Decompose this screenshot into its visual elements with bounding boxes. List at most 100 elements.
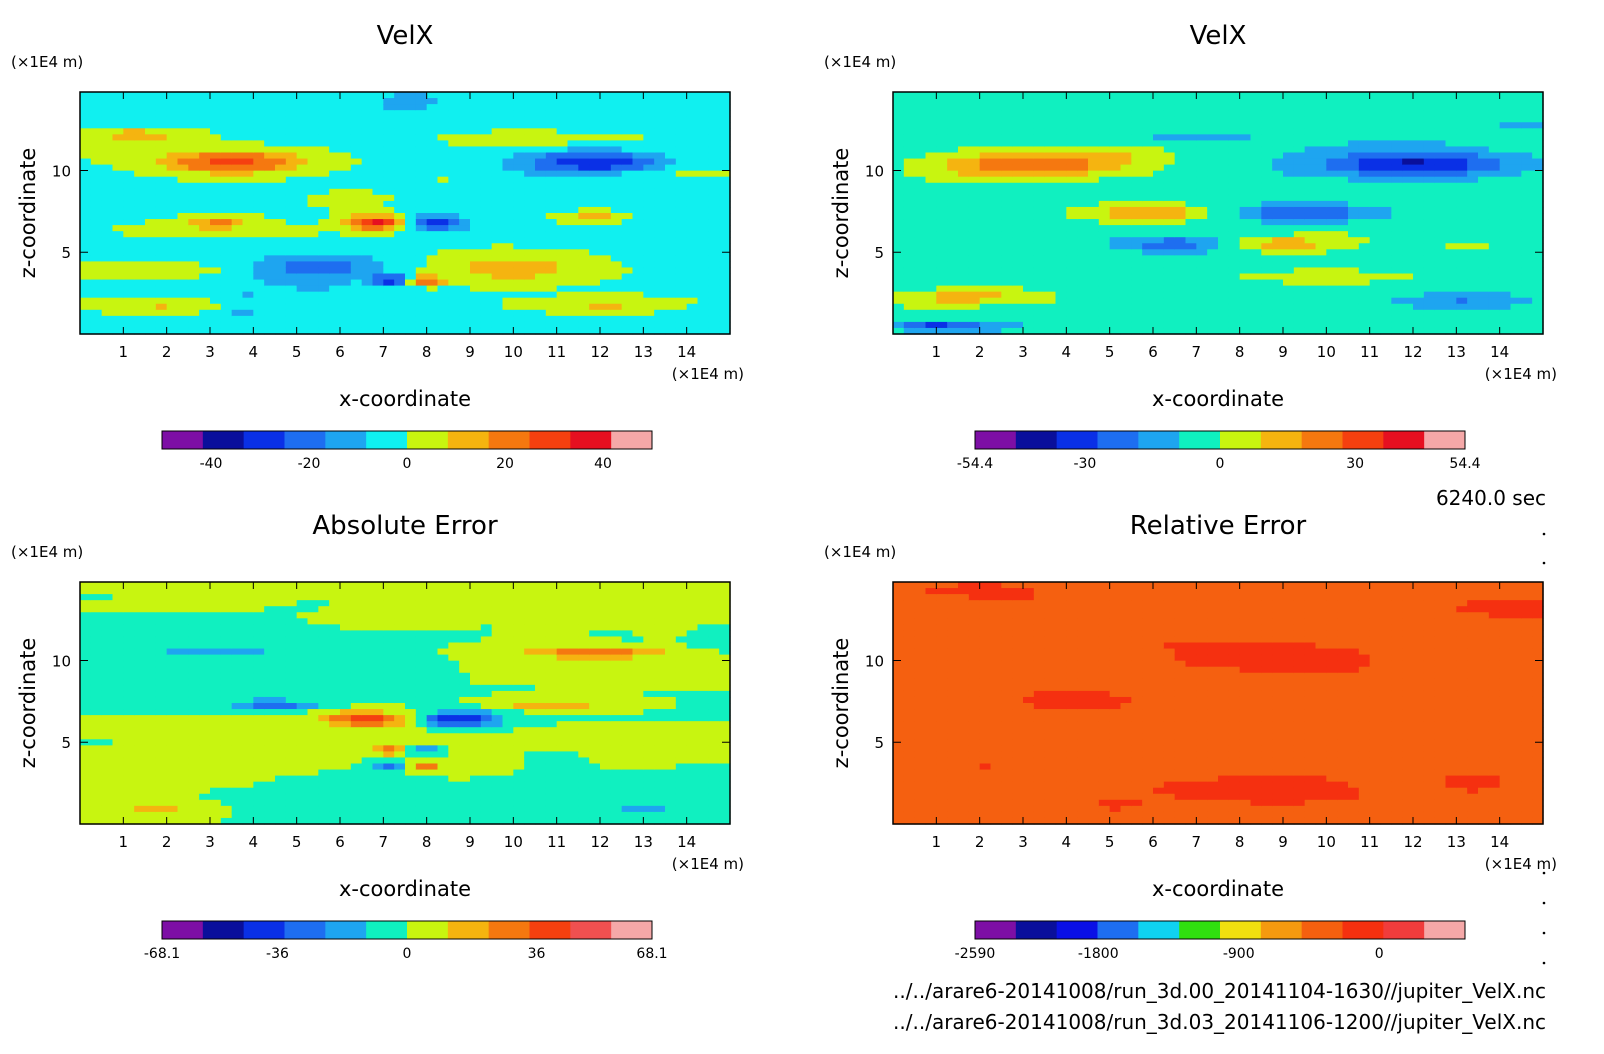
contour-cell xyxy=(1066,188,1078,196)
contour-cell xyxy=(610,128,623,135)
contour-cell xyxy=(1055,309,1067,317)
contour-cell xyxy=(123,315,135,323)
contour-cell xyxy=(1088,200,1100,208)
contour-cell xyxy=(264,249,276,256)
contour-cell xyxy=(253,237,265,244)
colorbar-swatch xyxy=(1097,431,1139,449)
contour-cell xyxy=(350,327,363,335)
contour-cell xyxy=(654,249,666,256)
contour-cell xyxy=(242,134,254,141)
contour-cell xyxy=(123,231,135,238)
contour-cell xyxy=(990,146,1002,154)
contour-cell xyxy=(643,321,655,329)
contour-cell xyxy=(1434,267,1447,275)
contour-cell xyxy=(621,231,634,238)
contour-cell xyxy=(545,291,558,299)
contour-cell xyxy=(1077,104,1089,111)
contour-cell xyxy=(1272,279,1284,287)
contour-cell xyxy=(610,243,623,250)
contour-cell xyxy=(556,98,569,105)
contour-cell xyxy=(1088,92,1100,99)
contour-cell xyxy=(1012,219,1024,226)
contour-cell xyxy=(1423,206,1436,214)
contour-cell xyxy=(350,128,363,135)
contour-cell xyxy=(567,225,579,232)
contour-cell xyxy=(459,140,471,148)
contour-cell xyxy=(665,243,677,250)
contour-cell xyxy=(1055,303,1067,311)
contour-cell xyxy=(708,255,720,262)
contour-cell xyxy=(491,128,504,135)
contour-cell xyxy=(285,206,298,214)
contour-cell xyxy=(600,321,612,329)
contour-cell xyxy=(1348,321,1360,329)
contour-cell xyxy=(166,243,179,250)
contour-cell xyxy=(968,273,981,281)
contour-cell xyxy=(480,158,493,166)
contour-cell xyxy=(361,219,374,226)
contour-cell xyxy=(383,231,395,238)
contour-cell xyxy=(470,128,482,135)
contour-cell xyxy=(177,309,189,317)
contour-cell xyxy=(220,176,233,184)
contour-cell xyxy=(1488,219,1501,226)
contour-cell xyxy=(686,249,699,256)
contour-cell xyxy=(350,134,363,141)
contour-cell xyxy=(80,745,92,752)
contour-cell xyxy=(123,285,135,293)
contour-cell xyxy=(979,140,992,148)
contour-cell xyxy=(1337,164,1349,172)
contour-cell xyxy=(361,315,374,323)
contour-cell xyxy=(296,255,309,262)
contour-cell xyxy=(329,182,341,190)
contour-cell xyxy=(1261,297,1273,305)
contour-cell xyxy=(1304,291,1317,299)
contour-cell xyxy=(697,182,709,190)
contour-cell xyxy=(329,170,341,178)
contour-cell xyxy=(242,213,254,220)
contour-cell xyxy=(1337,158,1349,166)
contour-cell xyxy=(361,134,374,141)
contour-cell xyxy=(1153,243,1165,250)
contour-cell xyxy=(1196,255,1208,262)
contour-cell xyxy=(1023,267,1035,275)
contour-cell xyxy=(350,267,363,275)
contour-cell xyxy=(1218,188,1230,196)
contour-cell xyxy=(567,158,579,166)
contour-cell xyxy=(1098,273,1111,281)
contour-cell xyxy=(1521,255,1533,262)
contour-cell xyxy=(719,267,731,275)
contour-cell xyxy=(1044,261,1057,269)
contour-cell xyxy=(1413,297,1425,305)
contour-cell xyxy=(1283,182,1295,190)
contour-cell xyxy=(1532,134,1544,141)
contour-cell xyxy=(697,158,709,166)
contour-cell xyxy=(1304,213,1317,220)
contour-cell xyxy=(231,134,244,141)
contour-cell xyxy=(242,279,254,287)
contour-cell xyxy=(1196,182,1208,190)
contour-cell xyxy=(1023,152,1035,160)
contour-cell xyxy=(383,128,395,135)
contour-cell xyxy=(903,279,916,287)
contour-cell xyxy=(1499,116,1512,123)
contour-cell xyxy=(925,249,937,256)
contour-cell xyxy=(1044,170,1057,178)
contour-cell xyxy=(893,98,905,105)
contour-cell xyxy=(1445,170,1457,178)
contour-cell xyxy=(1185,261,1197,269)
contour-cell xyxy=(318,285,330,293)
contour-cell xyxy=(675,206,688,214)
contour-cell xyxy=(1142,255,1154,262)
contour-cell xyxy=(600,279,612,287)
contour-cell xyxy=(610,327,623,335)
contour-cell xyxy=(491,140,504,148)
contour-cell xyxy=(1109,170,1122,178)
contour-cell xyxy=(1478,98,1490,105)
contour-cell xyxy=(697,134,709,141)
contour-cell xyxy=(589,170,601,178)
contour-cell xyxy=(145,315,157,323)
contour-cell xyxy=(600,194,612,202)
contour-cell xyxy=(285,176,298,184)
contour-cell xyxy=(1369,116,1382,123)
